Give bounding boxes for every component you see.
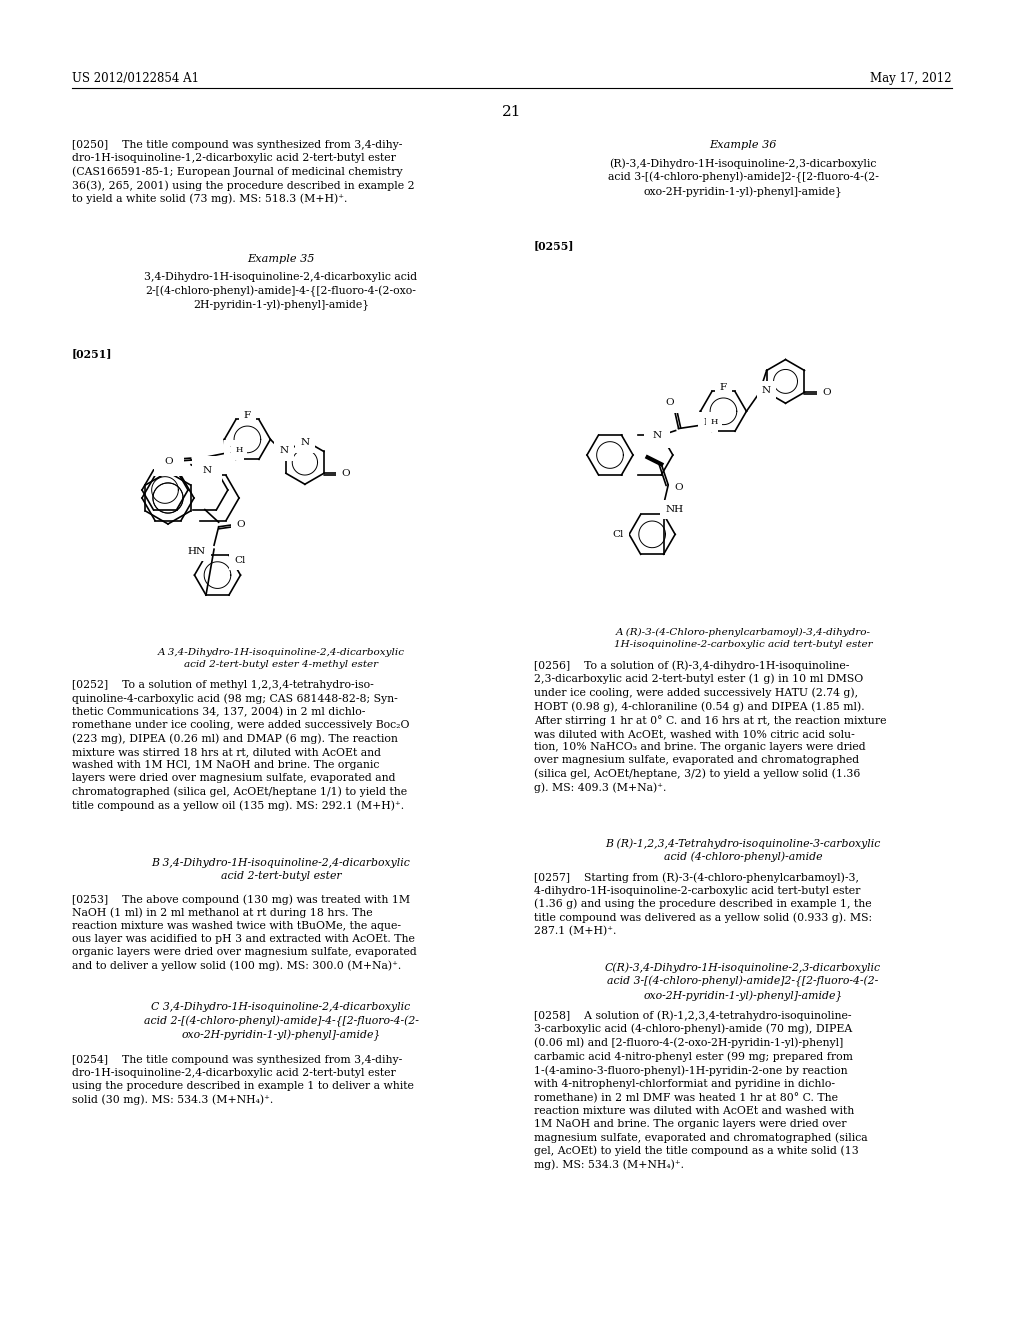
Text: N: N: [203, 466, 212, 475]
Text: C(R)-3,4-Dihydro-1H-isoquinoline-2,3-dicarboxylic
acid 3-[(4-chloro-phenyl)-amid: C(R)-3,4-Dihydro-1H-isoquinoline-2,3-dic…: [605, 962, 881, 1002]
Text: [0257]    Starting from (R)-3-(4-chloro-phenylcarbamoyl)-3,
4-dihydro-1H-isoquin: [0257] Starting from (R)-3-(4-chloro-phe…: [534, 873, 872, 937]
Text: [0255]: [0255]: [534, 240, 574, 251]
Text: NH: NH: [666, 506, 684, 513]
Text: O: O: [674, 483, 683, 492]
Text: H: H: [236, 446, 243, 454]
Text: O: O: [165, 457, 173, 466]
Text: N: N: [280, 446, 289, 455]
Text: O: O: [822, 388, 830, 397]
Text: 3,4-Dihydro-1H-isoquinoline-2,4-dicarboxylic acid
2-[(4-chloro-phenyl)-amide]-4-: 3,4-Dihydro-1H-isoquinoline-2,4-dicarbox…: [144, 272, 418, 312]
Text: O: O: [342, 469, 350, 478]
Text: [0251]: [0251]: [72, 348, 113, 359]
Text: US 2012/0122854 A1: US 2012/0122854 A1: [72, 73, 199, 84]
Text: F: F: [720, 383, 727, 392]
Text: Example 36: Example 36: [710, 140, 776, 150]
Text: N: N: [652, 430, 662, 440]
Text: N: N: [762, 387, 771, 396]
Text: F: F: [244, 411, 251, 420]
Text: B 3,4-Dihydro-1H-isoquinoline-2,4-dicarboxylic
acid 2-tert-butyl ester: B 3,4-Dihydro-1H-isoquinoline-2,4-dicarb…: [152, 858, 411, 880]
Text: Cl: Cl: [234, 556, 246, 565]
Text: O: O: [666, 399, 674, 408]
Text: N: N: [703, 417, 713, 426]
Text: [0252]    To a solution of methyl 1,2,3,4-tetrahydro-iso-
quinoline-4-carboxylic: [0252] To a solution of methyl 1,2,3,4-t…: [72, 680, 410, 810]
Text: 21: 21: [502, 106, 522, 119]
Text: B (R)-1,2,3,4-Tetrahydro-isoquinoline-3-carboxylic
acid (4-chloro-phenyl)-amide: B (R)-1,2,3,4-Tetrahydro-isoquinoline-3-…: [605, 838, 881, 862]
Text: [0254]    The title compound was synthesized from 3,4-dihy-
dro-1H-isoquinoline-: [0254] The title compound was synthesize…: [72, 1055, 414, 1105]
Text: May 17, 2012: May 17, 2012: [870, 73, 952, 84]
Text: [0258]    A solution of (R)-1,2,3,4-tetrahydro-isoquinoline-
3-carboxylic acid (: [0258] A solution of (R)-1,2,3,4-tetrahy…: [534, 1010, 867, 1171]
Text: (R)-3,4-Dihydro-1H-isoquinoline-2,3-dicarboxylic
acid 3-[(4-chloro-phenyl)-amide: (R)-3,4-Dihydro-1H-isoquinoline-2,3-dica…: [607, 158, 879, 198]
Text: [0256]    To a solution of (R)-3,4-dihydro-1H-isoquinoline-
2,3-dicarboxylic aci: [0256] To a solution of (R)-3,4-dihydro-…: [534, 660, 887, 793]
Text: Cl: Cl: [612, 529, 625, 539]
Text: Example 35: Example 35: [248, 253, 314, 264]
Text: N: N: [229, 446, 239, 454]
Text: N: N: [300, 438, 309, 447]
Text: H: H: [711, 418, 718, 426]
Text: O: O: [237, 520, 245, 529]
Text: HN: HN: [188, 546, 206, 556]
Text: C 3,4-Dihydro-1H-isoquinoline-2,4-dicarboxylic
acid 2-[(4-chloro-phenyl)-amide]-: C 3,4-Dihydro-1H-isoquinoline-2,4-dicarb…: [143, 1002, 419, 1041]
Text: A (R)-3-(4-Chloro-phenylcarbamoyl)-3,4-dihydro-
1H-isoquinoline-2-carboxylic aci: A (R)-3-(4-Chloro-phenylcarbamoyl)-3,4-d…: [613, 628, 872, 649]
Text: [0253]    The above compound (130 mg) was treated with 1M
NaOH (1 ml) in 2 ml me: [0253] The above compound (130 mg) was t…: [72, 894, 417, 972]
Text: A 3,4-Dihydro-1H-isoquinoline-2,4-dicarboxylic
acid 2-tert-butyl ester 4-methyl : A 3,4-Dihydro-1H-isoquinoline-2,4-dicarb…: [158, 648, 404, 669]
Text: [0250]    The title compound was synthesized from 3,4-dihy-
dro-1H-isoquinoline-: [0250] The title compound was synthesize…: [72, 140, 415, 205]
